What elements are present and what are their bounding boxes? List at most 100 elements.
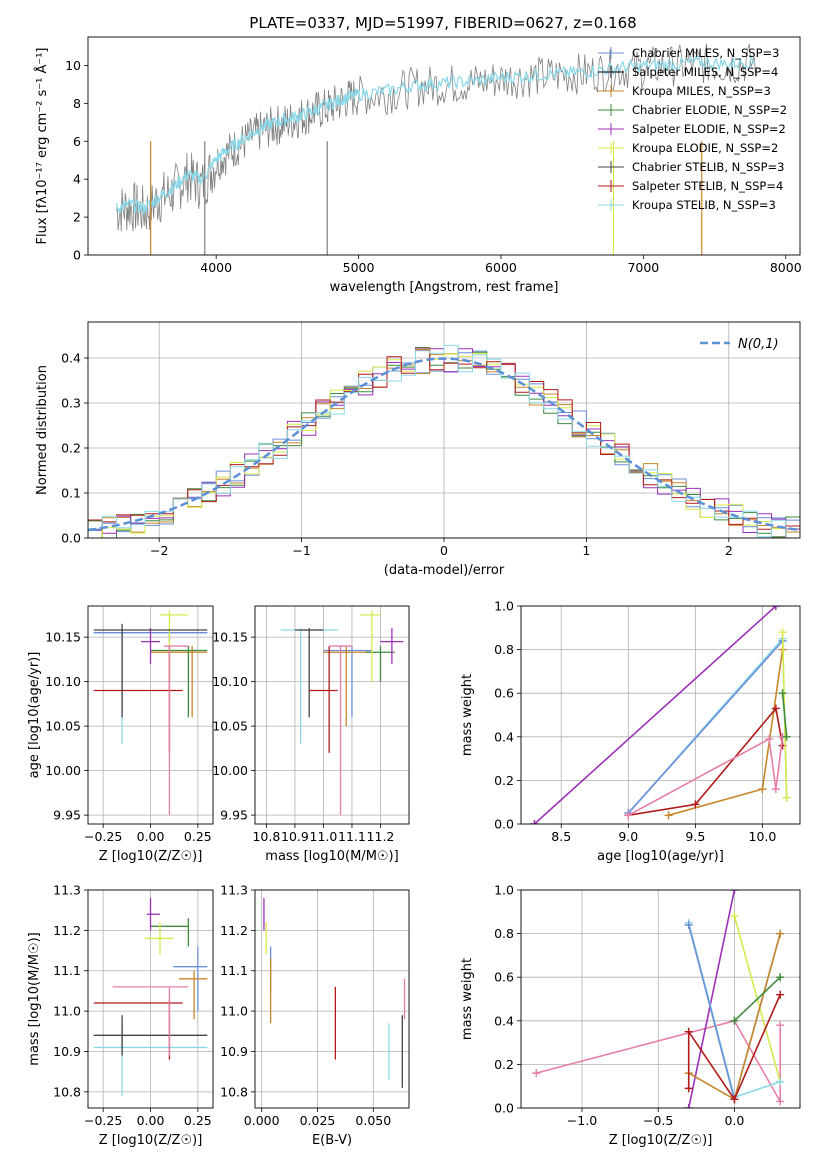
x-tick-label: 9.5 [685,829,705,844]
y-tick-label: 8 [73,96,81,111]
figure-title: PLATE=0337, MJD=51997, FIBERID=0627, z=0… [249,14,636,32]
x-tick-label: 0.25 [184,829,212,844]
x-tick-label: 5000 [343,260,375,275]
normal-curve [88,357,800,532]
histogram-series [88,347,800,534]
plot-area [263,898,406,1088]
weight-series-Salpeter STELIB [687,994,781,1101]
weight-series-Salpeter MILES [535,1019,782,1105]
axes-frame [87,605,214,825]
weight-point [782,732,791,741]
x-tick-label: 10.0 [749,829,777,844]
y-tick-label: 0.6 [494,970,514,985]
y-tick-label: 10.00 [45,763,81,778]
x-tick-label: 0.00 [137,829,165,844]
legend-label: Chabrier MILES, N_SSP=3 [632,46,779,60]
y-tick-label: 10.15 [45,630,81,645]
weight-point [684,1027,693,1036]
x-tick-label: −0.5 [643,1113,673,1128]
x-tick-label: 8.5 [551,829,571,844]
panel-mass-vs-Z: −0.25 0.00 0.25 10.8 10.9 11.0 11.1 11.2 11.3 Z [… [27,883,214,1148]
legend-label: Kroupa MILES, N_SSP=3 [632,84,771,98]
axes-frame [520,889,801,1109]
y-tick-label: 0.4 [494,1013,514,1028]
weight-series-Salpeter STELIB [628,706,784,817]
plot-area [88,344,800,538]
x-axis-label: age [log10(age/yr)] [597,849,724,864]
y-tick-label: 6 [73,134,81,149]
x-tick-label: 7000 [627,260,659,275]
axes-frame [87,36,801,256]
weight-point [684,1104,693,1108]
y-tick-label: 0.2 [494,1057,514,1072]
weight-series-Chabrier MILES [627,640,784,814]
y-tick-label: 10.10 [212,674,248,689]
x-tick-label: 2 [725,543,733,558]
x-tick-label: 0.0 [724,1113,744,1128]
x-axis-label: (data-model)/error [384,563,505,578]
weight-point [664,811,673,820]
weight-point [782,793,791,802]
y-tick-label: 0.8 [494,642,514,657]
y-tick-label: 0.1 [61,486,81,501]
y-tick-label: 0.4 [61,351,81,366]
panel-age-vs-mass: 10.8 10.9 11.0 11.1 11.2 9.95 10.00 10.05 10.10 1… [212,605,410,864]
panel-mass-weight-vs-Z: −1.0 −0.5 0.0 0.0 0.2 0.4 0.6 0.8 1.0 Z [log10(Z/… [460,883,801,1148]
weight-series-Salpeter MILES [627,736,784,817]
x-tick-label: 10.8 [252,829,280,844]
x-tick-label: 0.025 [300,1113,336,1128]
weight-point [778,628,787,637]
weight-point [684,1084,693,1093]
weight-series-Salpeter ELODIE [687,890,736,1108]
y-axis-label: Flux [fλ10⁻¹⁷ erg cm⁻² s⁻¹ Å⁻¹] [34,48,50,245]
weight-point [771,606,780,610]
plot-area [532,890,785,1108]
y-tick-label: 2 [73,210,81,225]
y-tick-label: 11.2 [53,923,81,938]
weight-point [624,811,633,820]
plot-area [93,610,208,816]
y-tick-label: 11.2 [220,923,248,938]
y-tick-label: 10.00 [212,763,248,778]
y-tick-label: 0.2 [61,441,81,456]
histogram-series [88,349,800,538]
weight-point [730,912,739,921]
y-tick-label: 0 [73,248,81,263]
weight-point [684,920,693,929]
y-tick-label: 11.1 [53,963,81,978]
y-tick-label: 9.95 [53,808,81,823]
y-tick-label: 9.95 [220,808,248,823]
panel-age-vs-Z: −0.25 0.00 0.25 9.95 10.00 10.05 10.10 10.15 Z [… [27,605,214,864]
legend-label: Kroupa ELODIE, N_SSP=2 [632,141,778,155]
x-tick-label: 11.2 [367,829,395,844]
x-tick-label: −0.25 [84,1113,122,1128]
y-tick-label: 4 [73,172,81,187]
weight-point [771,704,780,713]
y-tick-label: 10.8 [220,1084,248,1099]
weight-point [771,785,780,794]
y-axis-label: Normed distribution [35,365,50,495]
y-tick-label: 10.15 [212,630,248,645]
legend-label: N(0,1) [738,337,779,352]
panel-spectrum: 4000 5000 6000 7000 8000 0 2 4 6 8 10 wavelength [A… [34,36,802,295]
legend-label: Salpeter ELODIE, N_SSP=2 [632,122,786,136]
y-tick-label: 0.4 [494,729,514,744]
panel-residual-histogram: −2 −1 0 1 2 0.0 0.1 0.2 0.3 0.4 (data-model)/error… [35,321,801,578]
axes-frame [520,605,801,825]
y-tick-label: 11.0 [53,1004,81,1019]
y-tick-label: 11.1 [220,963,248,978]
weight-series-Kroupa MILES [668,649,784,817]
x-tick-label: 8000 [770,260,802,275]
y-axis-label: age [log10(age/yr)] [27,652,42,779]
y-tick-label: 10.9 [53,1044,81,1059]
y-axis-label: mass weight [460,674,475,756]
weight-point [778,689,787,698]
x-tick-label: 1 [582,543,590,558]
y-tick-label: 0.3 [61,396,81,411]
x-tick-label: 10.9 [281,829,309,844]
weight-point [691,800,700,809]
x-tick-label: 0.25 [184,1113,212,1128]
panel-mass-vs-EBV: 0.000 0.025 0.050 10.8 10.9 11.0 11.1 11.2 11.3 E… [220,883,410,1148]
